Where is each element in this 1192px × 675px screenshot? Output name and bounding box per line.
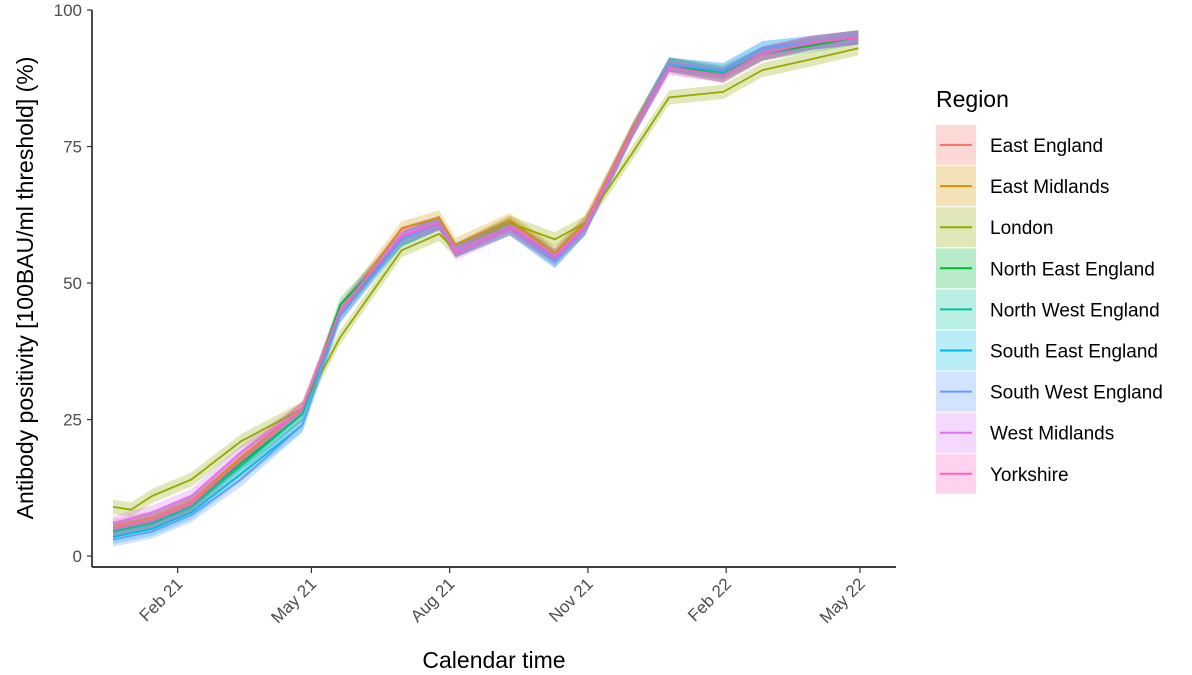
series-lines: [112, 36, 859, 541]
x-ticks: Feb 21 May 21 Aug 21 Nov 21 Feb 22 May 22: [136, 567, 869, 627]
legend-item-west-midlands: West Midlands: [936, 412, 1114, 453]
x-tick-label: Nov 21: [545, 574, 597, 626]
legend-label: West Midlands: [990, 424, 1114, 445]
legend-label: East Midlands: [990, 177, 1109, 198]
legend-label: East England: [990, 136, 1103, 157]
confidence-bands: [113, 30, 859, 547]
legend-label: South East England: [990, 342, 1158, 363]
y-tick-label: 25: [63, 411, 82, 430]
band-london: [113, 41, 859, 517]
axes: [91, 10, 896, 568]
line-south-west-england: [112, 36, 859, 541]
x-tick-label: May 22: [816, 574, 869, 627]
legend: Region East England East Midlands London No…: [936, 86, 1163, 494]
legend-label: North East England: [990, 259, 1155, 280]
legend-label: South West England: [990, 383, 1163, 404]
legend-label: North West England: [990, 300, 1160, 321]
x-axis-title: Calendar time: [422, 647, 565, 673]
x-tick-label: Feb 21: [136, 574, 187, 625]
legend-item-london: London: [936, 207, 1053, 248]
line-yorkshire: [112, 36, 859, 530]
legend-item-yorkshire: Yorkshire: [936, 453, 1069, 494]
legend-item-south-west-england: South West England: [936, 371, 1163, 412]
legend-item-north-east-england: North East England: [936, 248, 1155, 289]
legend-item-east-england: East England: [936, 125, 1103, 165]
x-tick-label: May 21: [267, 574, 320, 627]
x-tick-label: Feb 22: [684, 574, 735, 625]
x-tick-label: Aug 21: [407, 574, 459, 626]
legend-item-north-west-england: North West England: [936, 289, 1160, 330]
y-tick-label: 75: [63, 138, 82, 157]
legend-label: London: [990, 218, 1053, 239]
line-london: [112, 47, 859, 511]
y-ticks: 0 25 50 75 100: [54, 1, 92, 566]
y-tick-label: 0: [73, 547, 82, 566]
legend-title: Region: [936, 86, 1009, 112]
y-axis-title: Antibody positivity [100BAU/ml threshold…: [12, 57, 38, 520]
y-tick-label: 100: [54, 1, 82, 20]
band-east-england: [113, 30, 859, 534]
legend-label: Yorkshire: [990, 465, 1069, 486]
legend-items: East England East Midlands London North Eas…: [936, 125, 1163, 494]
legend-item-south-east-england: South East England: [936, 330, 1158, 371]
band-west-midlands: [113, 30, 859, 531]
y-tick-label: 50: [63, 274, 82, 293]
legend-item-east-midlands: East Midlands: [936, 166, 1109, 207]
